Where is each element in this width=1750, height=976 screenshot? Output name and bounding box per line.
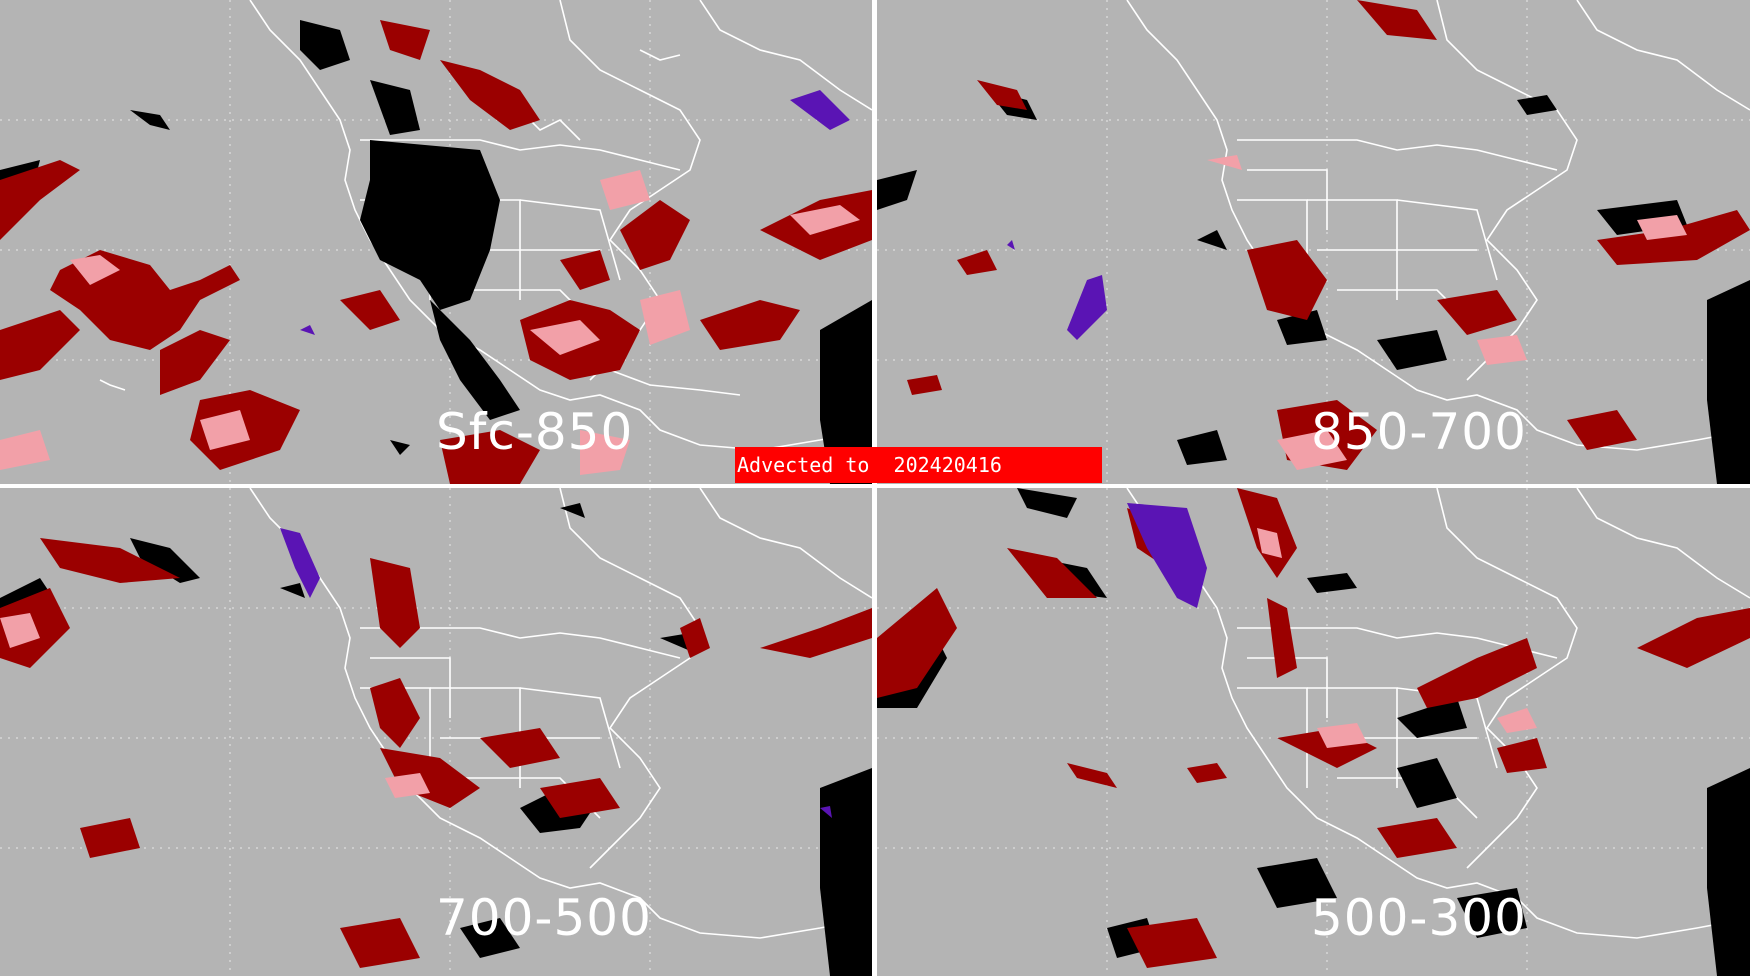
- map-sfc-850-graphic: [0, 0, 872, 484]
- map-panel-500-300: 500-300: [877, 488, 1750, 976]
- panel-label-850-700: 850-700: [1311, 403, 1527, 461]
- map-panel-700-500: 700-500: [0, 488, 872, 976]
- panel-label-500-300: 500-300: [1311, 889, 1527, 947]
- map-500-300-graphic: [877, 488, 1750, 976]
- advected-banner: Advected to 202420416: [735, 447, 1102, 483]
- map-panel-sfc-850: Sfc-850: [0, 0, 872, 484]
- map-700-500-graphic: [0, 488, 872, 976]
- panel-label-sfc-850: Sfc-850: [436, 403, 634, 461]
- map-panel-850-700: 850-700: [877, 0, 1750, 484]
- panel-label-700-500: 700-500: [436, 889, 652, 947]
- map-850-700-graphic: [877, 0, 1750, 484]
